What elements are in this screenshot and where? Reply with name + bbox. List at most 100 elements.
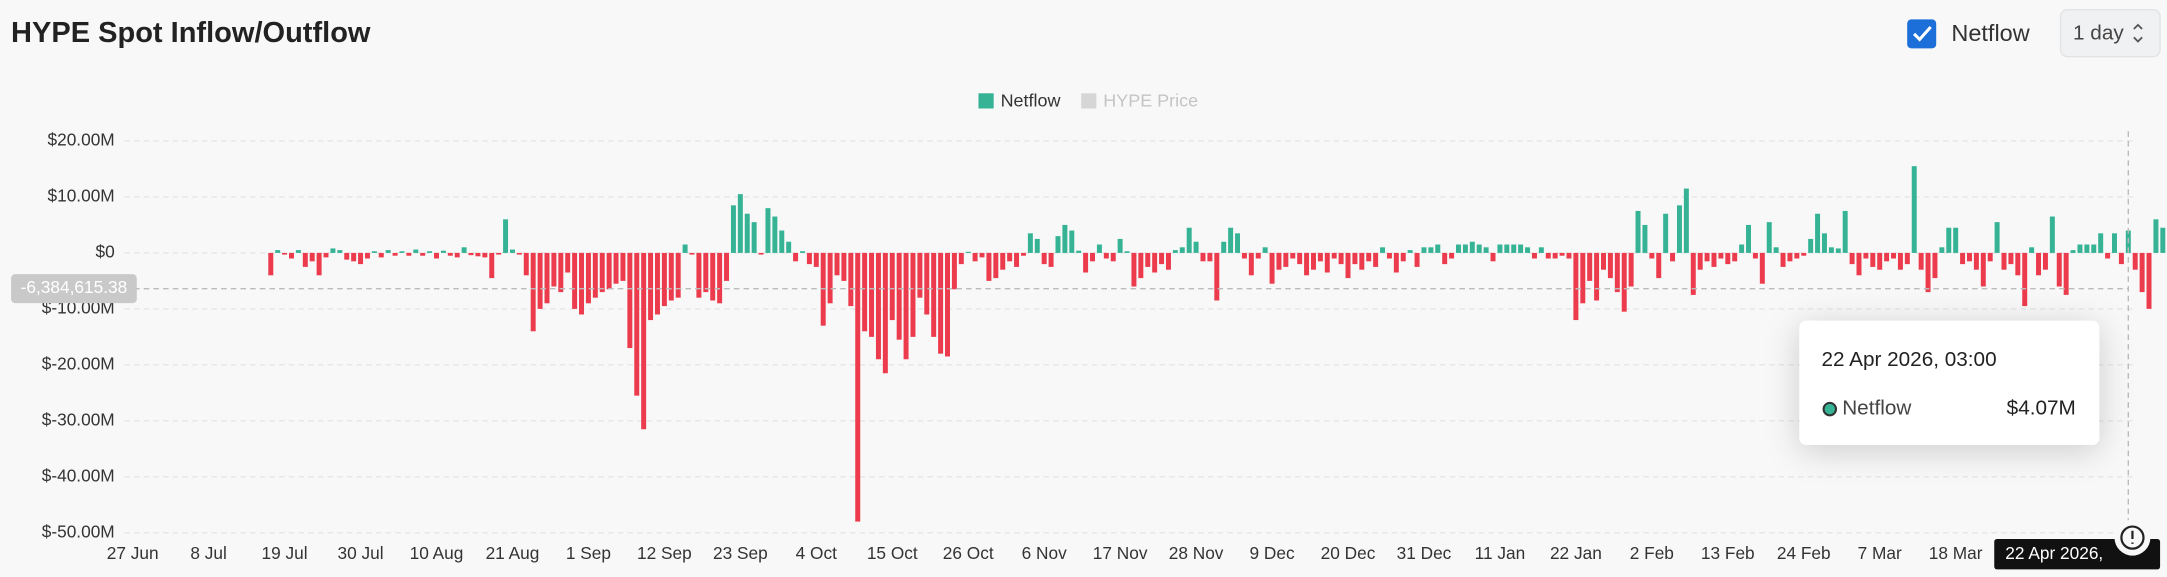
bar <box>1276 252 1282 270</box>
bar <box>903 252 909 360</box>
bar <box>1007 252 1013 262</box>
bar <box>703 252 709 293</box>
bar <box>1131 252 1137 287</box>
bar <box>730 205 736 253</box>
page-title: HYPE Spot Inflow/Outflow <box>11 17 371 49</box>
bar <box>316 252 322 276</box>
bar <box>1386 252 1392 259</box>
bar <box>1186 227 1192 253</box>
bar <box>1815 213 1821 253</box>
bar <box>2015 252 2021 276</box>
bar <box>544 252 550 304</box>
interval-select[interactable]: 1 day <box>2059 8 2161 58</box>
bar <box>1000 252 1006 270</box>
bar <box>737 194 743 253</box>
bar <box>1801 252 1807 256</box>
bar <box>1960 252 1966 265</box>
bar <box>1269 252 1275 284</box>
bar <box>1504 244 1510 253</box>
bar <box>620 252 626 281</box>
bar <box>1165 252 1171 270</box>
bar <box>1752 252 1758 259</box>
bar <box>1414 252 1420 267</box>
bar <box>1545 252 1551 259</box>
bar <box>1704 252 1710 262</box>
legend-swatch <box>1081 93 1097 109</box>
bar <box>1456 244 1461 253</box>
x-tick-label: 18 Mar <box>1929 543 1983 563</box>
bar <box>1849 252 1855 265</box>
bar <box>2042 252 2048 270</box>
bar <box>1538 247 1544 253</box>
bar <box>282 252 288 255</box>
x-tick-label: 20 Dec <box>1321 543 1376 563</box>
bar <box>1635 210 1641 253</box>
y-tick-label: $-40.00M <box>42 465 115 485</box>
bar <box>606 252 612 290</box>
bar <box>938 252 944 354</box>
bar <box>1359 252 1365 270</box>
settings-icon[interactable] <box>2120 525 2145 550</box>
bar <box>585 252 591 304</box>
bar <box>558 252 564 293</box>
bar <box>1918 252 1924 270</box>
bar <box>1614 252 1620 293</box>
bar <box>1393 252 1399 273</box>
bar <box>689 252 695 255</box>
bar <box>813 252 819 267</box>
bar <box>696 252 702 298</box>
select-box[interactable] <box>2059 8 2161 58</box>
bar <box>1373 252 1379 267</box>
bar <box>848 252 854 307</box>
select-value: 1 day <box>2073 21 2124 44</box>
bar <box>599 252 605 293</box>
y-tick-label: $-50.00M <box>42 521 115 541</box>
bar <box>1297 252 1303 265</box>
netflow-toggle[interactable]: Netflow <box>1907 19 2031 49</box>
bar <box>1676 205 1682 253</box>
bar <box>1877 252 1883 270</box>
x-tick-label: 12 Sep <box>637 543 692 563</box>
bar <box>1925 252 1931 293</box>
bar <box>454 252 460 258</box>
bar <box>1911 166 1917 253</box>
bar <box>1428 247 1434 253</box>
bar <box>2022 252 2028 307</box>
bar <box>875 252 881 360</box>
legend-label: HYPE Price <box>1103 90 1198 110</box>
bar <box>447 252 453 256</box>
bar <box>1400 252 1406 262</box>
bar <box>496 252 502 255</box>
bar <box>1891 252 1897 259</box>
bar <box>1435 244 1441 253</box>
bar <box>537 252 543 309</box>
bar <box>1953 227 1959 253</box>
bar <box>1159 252 1165 265</box>
x-tick-label: 10 Aug <box>410 543 464 563</box>
bar <box>413 249 419 253</box>
checkbox[interactable] <box>1907 19 1937 49</box>
bar <box>1601 252 1606 270</box>
bar <box>1939 247 1945 253</box>
bar <box>2056 252 2062 287</box>
bar <box>1214 252 1220 301</box>
bar <box>1518 244 1524 253</box>
bar <box>309 252 315 262</box>
bar <box>1490 252 1496 262</box>
bar <box>1821 233 1827 253</box>
bar <box>1235 233 1241 253</box>
bar <box>1566 252 1572 259</box>
x-tick-label: 9 Dec <box>1249 543 1294 563</box>
bar <box>710 252 716 301</box>
bar <box>958 252 964 265</box>
bar <box>468 252 474 256</box>
bar <box>2139 252 2145 293</box>
bar <box>972 252 978 262</box>
bar <box>2036 252 2042 276</box>
bar <box>1110 252 1116 262</box>
bar <box>1048 252 1054 267</box>
bar <box>1096 244 1102 253</box>
bar <box>1014 252 1020 267</box>
bar <box>1449 252 1455 259</box>
bar <box>1366 252 1372 262</box>
